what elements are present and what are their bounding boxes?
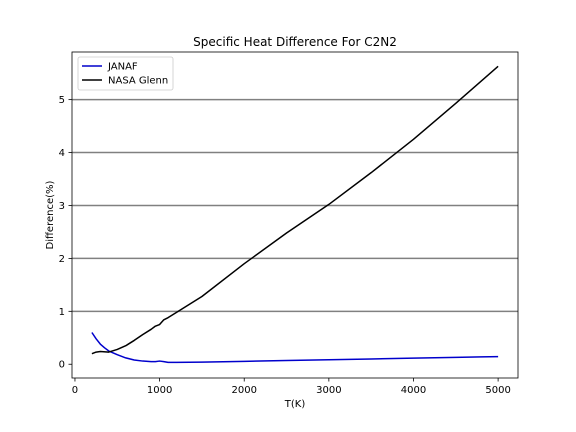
chart-title: Specific Heat Difference For C2N2 (193, 35, 397, 49)
gridlines (72, 98, 518, 313)
y-axis-label: Difference(%) (45, 180, 56, 249)
x-tick-label: 0 (72, 385, 78, 396)
series-layer (91, 65, 499, 364)
y-axis: 0 1 2 3 4 5 (59, 95, 72, 371)
x-tick-label: 5000 (485, 385, 510, 396)
series-line-janaf (91, 332, 499, 364)
y-tick-label: 1 (59, 307, 65, 318)
y-tick-label: 0 (59, 360, 65, 371)
x-tick-label: 1000 (147, 385, 172, 396)
x-axis-label: T(K) (284, 399, 306, 410)
x-tick-label: 4000 (401, 385, 426, 396)
y-tick-label: 2 (59, 254, 65, 265)
x-tick-label: 2000 (231, 385, 256, 396)
y-tick-label: 3 (59, 201, 65, 212)
legend-label-janaf: JANAF (107, 62, 138, 73)
series-line-nasa-glenn (91, 65, 499, 355)
x-tick-label: 3000 (316, 385, 341, 396)
y-tick-label: 4 (59, 148, 65, 159)
y-tick-label: 5 (59, 95, 65, 106)
legend: JANAF NASA Glenn (77, 56, 174, 91)
legend-label-nasa-glenn: NASA Glenn (108, 76, 168, 87)
plot-frame (71, 51, 519, 379)
x-axis: 0 1000 2000 3000 4000 5000 (72, 378, 511, 396)
